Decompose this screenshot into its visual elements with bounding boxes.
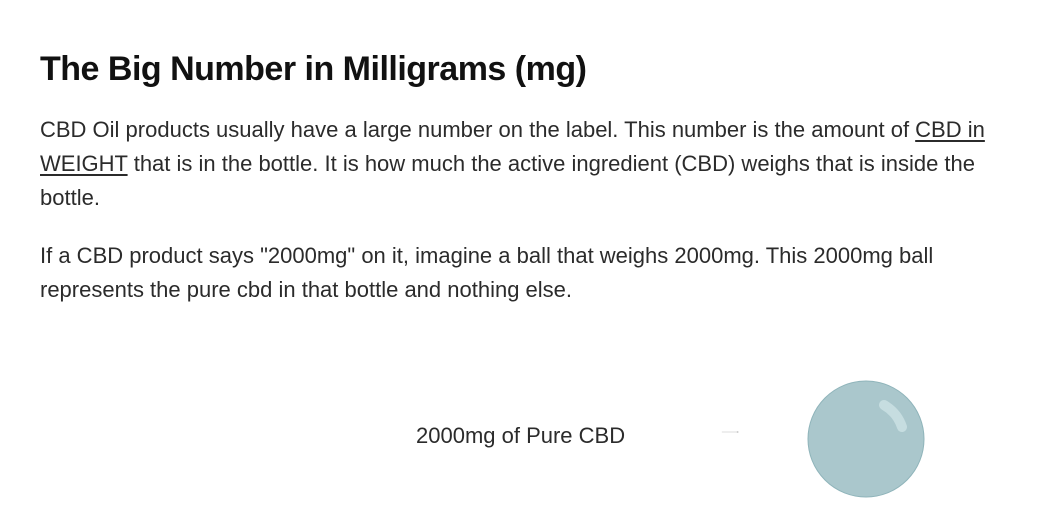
heading: The Big Number in Milligrams (mg) [40, 50, 1005, 89]
diagram-label: 2000mg of Pure CBD [416, 423, 625, 449]
page: The Big Number in Milligrams (mg) CBD Oi… [0, 0, 1045, 517]
arrow-icon [676, 431, 786, 433]
paragraph-1-pre: CBD Oil products usually have a large nu… [40, 117, 915, 142]
paragraph-1-post: that is in the bottle. It is how much th… [40, 151, 975, 210]
cbd-ball-icon [806, 379, 926, 499]
diagram: 2000mg of Pure CBD [40, 367, 1005, 517]
paragraph-2: If a CBD product says "2000mg" on it, im… [40, 239, 1000, 307]
paragraph-1: CBD Oil products usually have a large nu… [40, 113, 1000, 215]
